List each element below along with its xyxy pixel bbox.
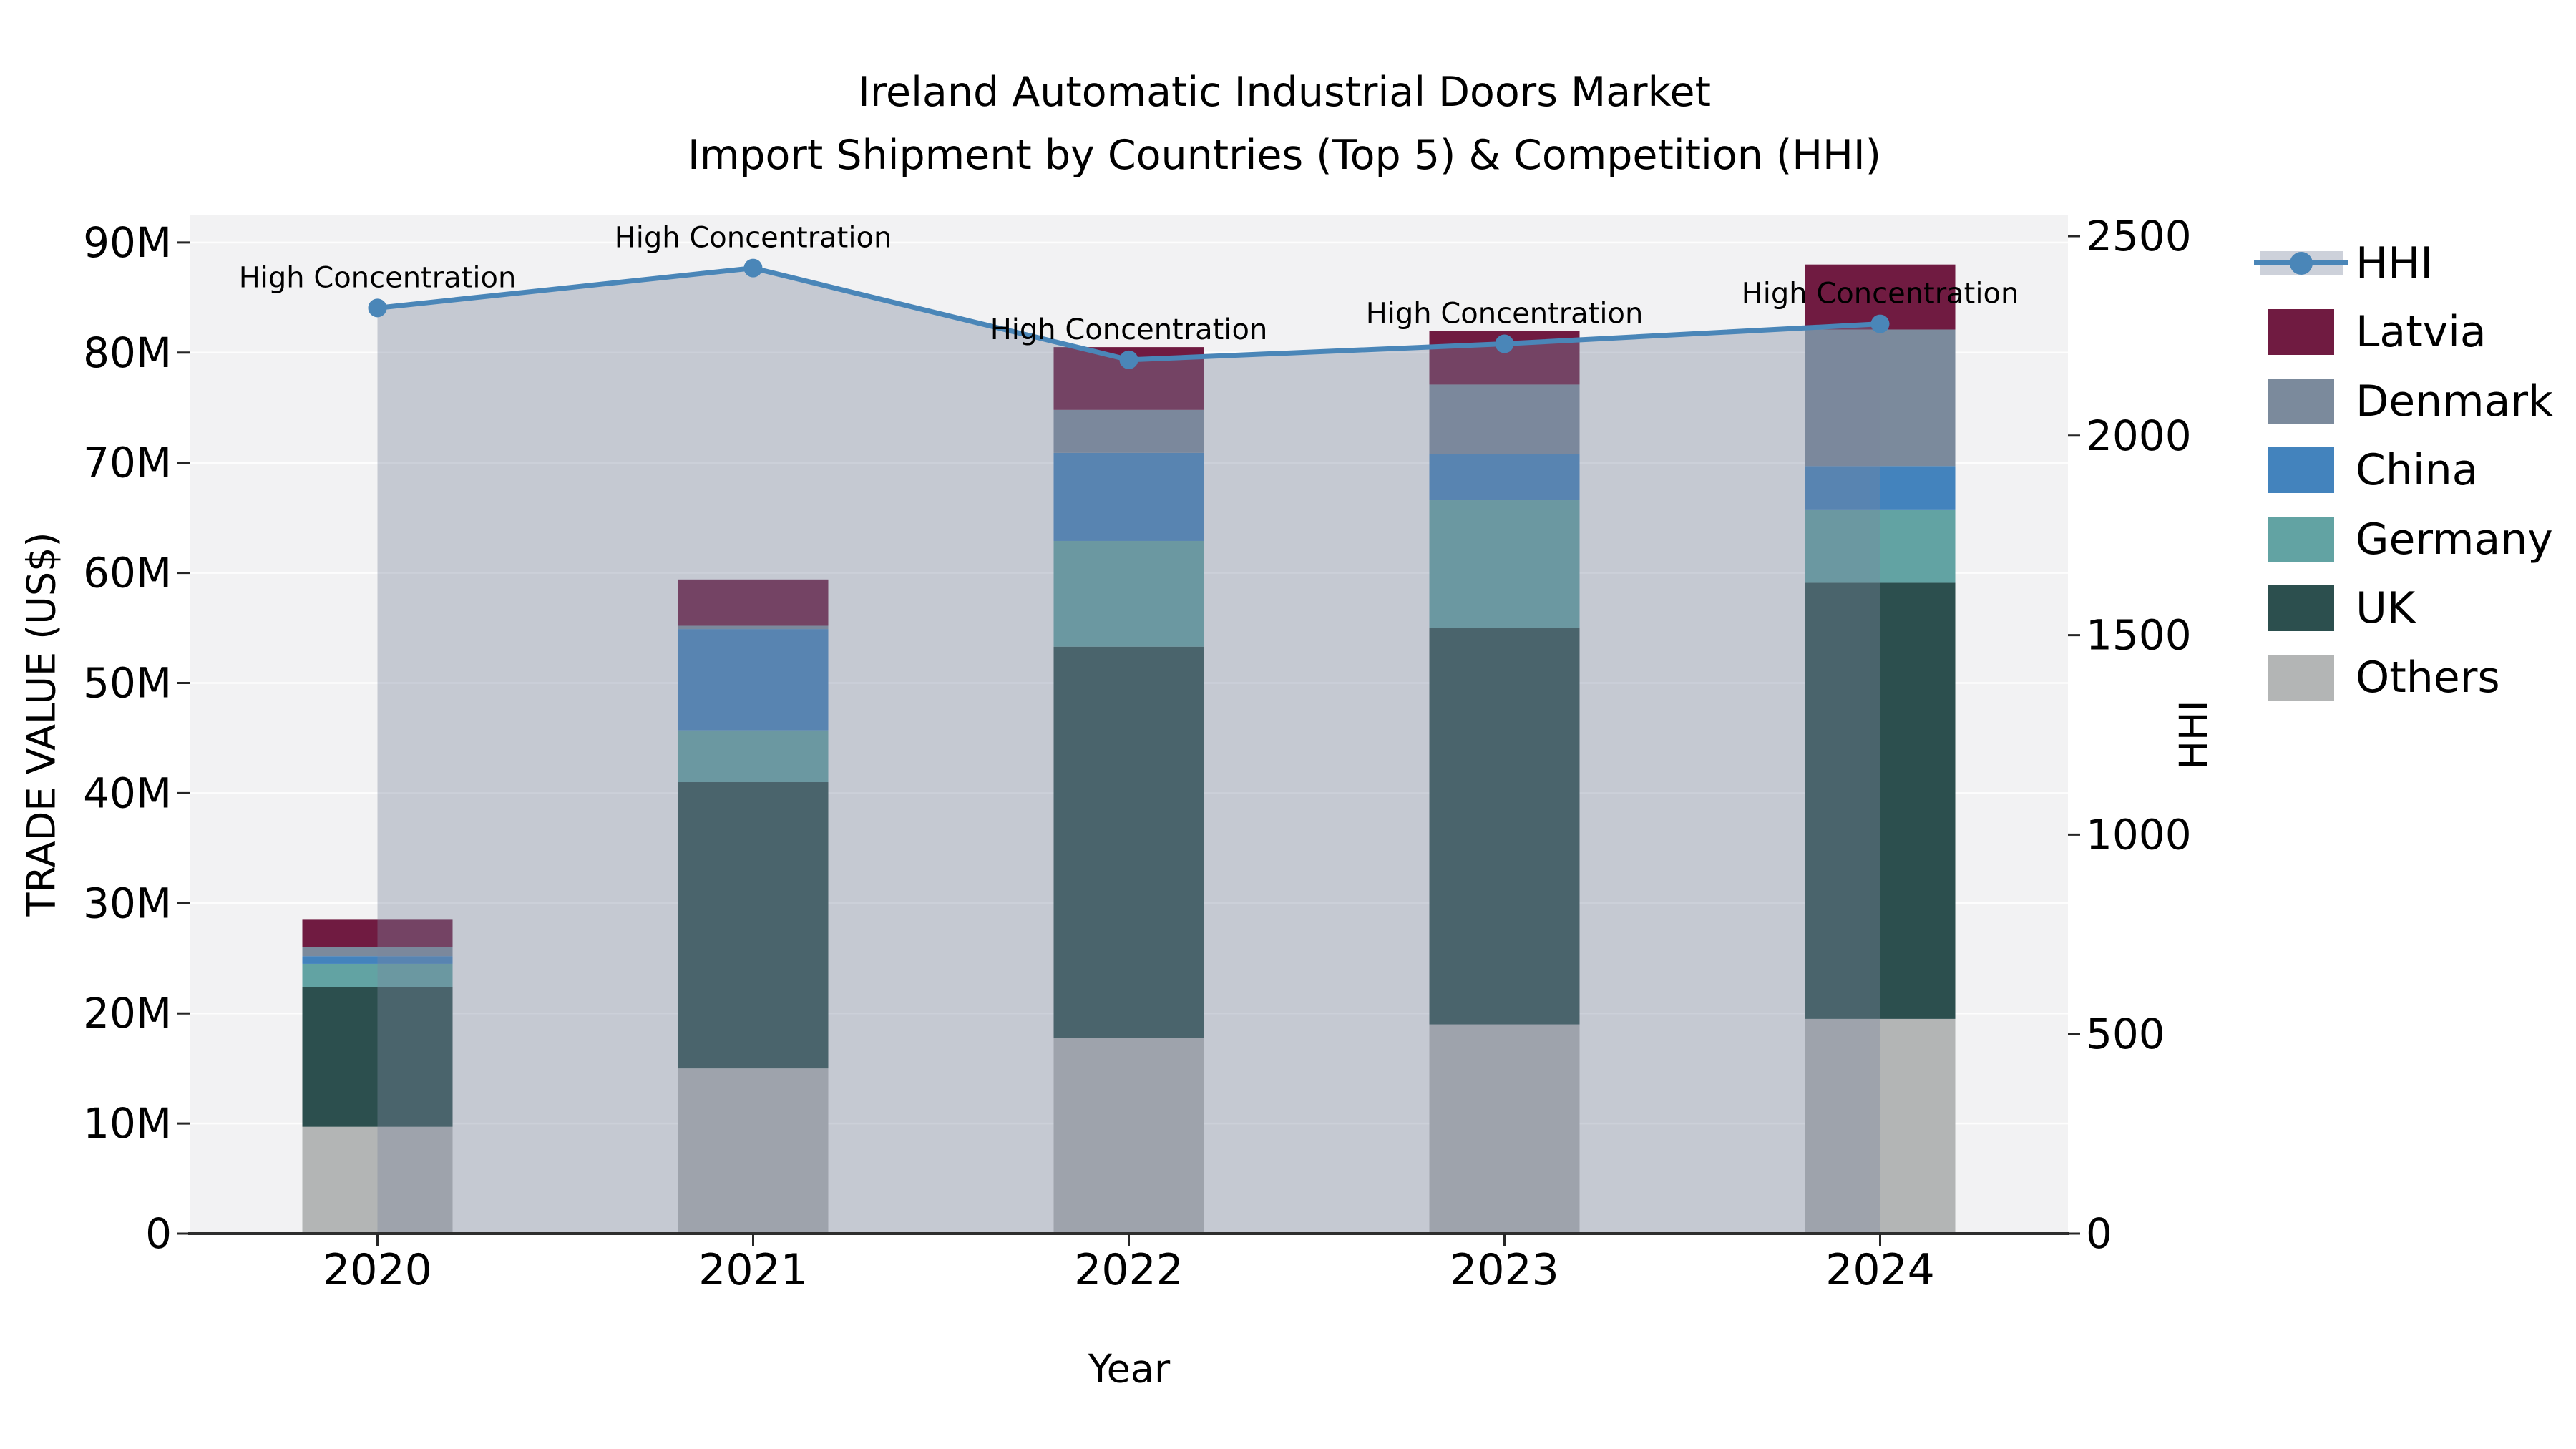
legend-label-china: China [2356,445,2479,495]
hhi-marker-2023 [1495,334,1514,353]
bar-segment-others-2021 [678,1068,829,1234]
y-left-tick-label: 70M [83,439,172,487]
y-left-tick-label: 40M [83,769,172,817]
x-tick-label-2021: 2021 [698,1245,808,1295]
legend-swatch-germany [2268,517,2334,562]
bar-segment-uk-2020 [302,987,453,1127]
bar-segment-denmark-2020 [302,947,453,957]
annotation-high-concentration-2023: High Concentration [1366,298,1644,331]
y-right-tick-label: 1000 [2086,810,2192,859]
hhi-marker-2024 [1870,314,1890,333]
bar-segment-germany-2020 [302,963,453,987]
bar-segment-others-2022 [1053,1038,1204,1234]
bar-segment-germany-2024 [1805,509,1956,583]
y-left-tick-label: 30M [83,879,172,927]
y-left-tick-label: 50M [83,659,172,708]
chart-title-line2: Import Shipment by Countries (Top 5) & C… [688,132,1881,179]
annotation-high-concentration-2020: High Concentration [239,261,517,294]
legend-label-germany: Germany [2356,514,2553,565]
x-tick-label-2022: 2022 [1074,1245,1184,1295]
chart-title-line1: Ireland Automatic Industrial Doors Marke… [858,69,1711,116]
hhi-marker-2021 [743,258,763,278]
y-left-tick-label: 20M [83,989,172,1038]
chart-title: Ireland Automatic Industrial Doors Marke… [688,61,1881,187]
annotation-high-concentration-2022: High Concentration [990,313,1268,346]
bar-segment-china-2021 [678,629,829,731]
legend-label-others: Others [2356,653,2500,703]
y-left-tick-label: 90M [83,218,172,267]
bar-segment-denmark-2023 [1429,384,1580,454]
x-axis-label: Year [1088,1346,1171,1392]
bar-segment-latvia-2020 [302,919,453,947]
legend-swatch-denmark [2268,379,2334,424]
bar-segment-denmark-2022 [1053,409,1204,453]
bar-segment-uk-2021 [678,782,829,1069]
bar-segment-china-2022 [1053,452,1204,541]
legend-swatch-latvia [2268,309,2334,355]
bar-segment-others-2024 [1805,1018,1956,1234]
legend-label-denmark: Denmark [2356,376,2553,426]
y-axis-label-left: TRADE VALUE (US$) [19,532,64,917]
y-left-tick-label: 60M [83,549,172,597]
x-tick-label-2020: 2020 [323,1245,432,1295]
bar-segment-denmark-2021 [678,625,829,630]
bar-segment-denmark-2024 [1805,329,1956,467]
bar-segment-latvia-2021 [678,579,829,626]
bar-segment-uk-2022 [1053,646,1204,1038]
bar-segment-china-2020 [302,956,453,964]
legend-hhi-marker-sample [2290,252,2313,275]
legend-swatch-others [2268,655,2334,701]
y-right-tick-label: 2500 [2086,212,2192,260]
bar-segment-china-2024 [1805,466,1956,510]
y-left-tick-label: 0 [145,1209,172,1258]
y-right-tick-label: 1500 [2086,611,2192,660]
bar-segment-uk-2024 [1805,582,1956,1019]
legend-label-hhi: HHI [2356,238,2433,288]
hhi-marker-2022 [1119,350,1138,369]
bar-segment-uk-2023 [1429,628,1580,1025]
bar-segment-others-2023 [1429,1024,1580,1234]
y-right-tick-label: 500 [2086,1010,2165,1058]
y-right-tick-label: 2000 [2086,411,2192,460]
bar-segment-germany-2021 [678,730,829,783]
hhi-marker-2020 [368,298,387,318]
legend-label-uk: UK [2356,583,2416,633]
bar-segment-china-2023 [1429,454,1580,501]
legend-swatch-china [2268,447,2334,493]
x-tick-label-2024: 2024 [1825,1245,1935,1295]
y-axis-label-right: HHI [2171,700,2217,770]
legend-swatch-uk [2268,585,2334,631]
bar-segment-germany-2022 [1053,540,1204,647]
hhi-area-fill [377,268,1880,1234]
bar-segment-others-2020 [302,1126,453,1234]
annotation-high-concentration-2024: High Concentration [1742,278,2019,311]
y-right-tick-label: 0 [2086,1209,2112,1258]
bar-segment-germany-2023 [1429,500,1580,628]
y-left-tick-label: 10M [83,1099,172,1148]
annotation-high-concentration-2021: High Concentration [615,222,892,255]
y-left-tick-label: 80M [83,328,172,377]
legend-label-latvia: Latvia [2356,307,2487,357]
x-tick-label-2023: 2023 [1450,1245,1559,1295]
